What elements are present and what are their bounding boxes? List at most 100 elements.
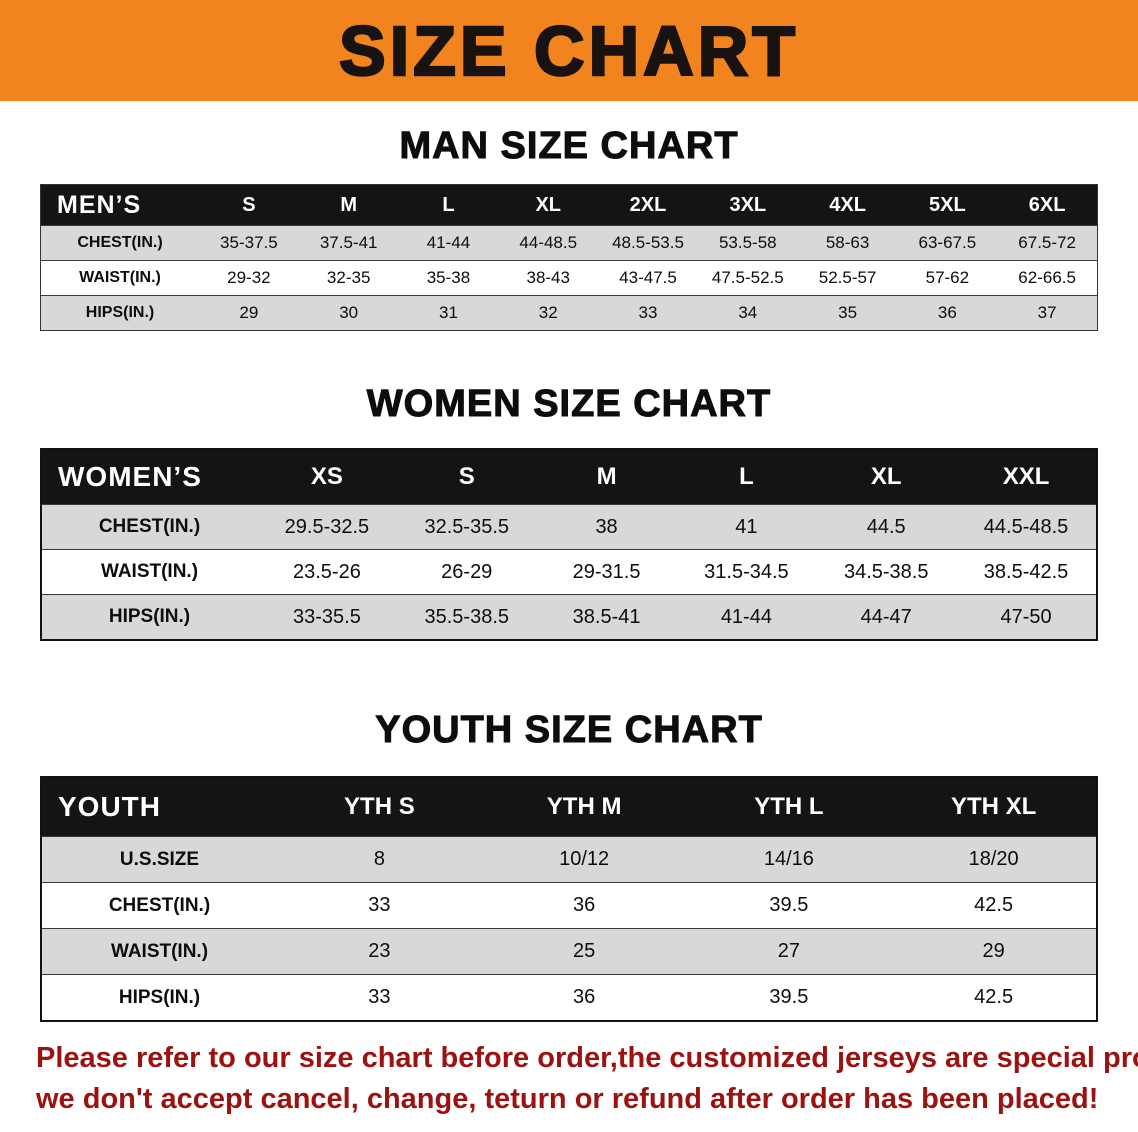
table-row: CHEST(IN.) 29.5-32.5 32.5-35.5 38 41 44.5 44.5…	[42, 504, 1096, 549]
size-cell: 62-66.5	[1018, 268, 1076, 287]
size-cell: 31	[438, 303, 458, 322]
size-cell: 32.5-35.5	[424, 515, 509, 538]
size-cell: 33	[368, 894, 391, 916]
column-header: XL	[535, 193, 562, 216]
size-cell: 29-32	[227, 268, 271, 287]
size-cell: 63-67.5	[918, 233, 977, 252]
size-cell: 32	[538, 303, 558, 322]
row-label: WAIST(IN.)	[110, 940, 209, 962]
column-header: YTH XL	[950, 793, 1037, 820]
column-header: XXL	[1002, 463, 1050, 490]
table-corner-label: MEN’S	[57, 190, 142, 219]
women-size-table: WOMEN’S XS S M L XL XXL CHEST(IN.) 29.5-32.5 32.5…	[40, 448, 1098, 641]
youth-size-table: YOUTH YTH S YTH M YTH L YTH XL U.S.SIZE 8 10/12…	[40, 776, 1098, 1022]
size-cell: 44-48.5	[519, 233, 578, 252]
table-row: WAIST(IN.) 23 25 27 29	[42, 928, 1096, 974]
size-cell: 35	[838, 303, 858, 322]
size-cell: 30	[339, 303, 359, 322]
size-cell: 10/12	[559, 848, 610, 870]
size-cell: 29.5-32.5	[284, 515, 370, 538]
row-label: U.S.SIZE	[119, 848, 200, 870]
table-row: WAIST(IN.) 29-32 32-35 35-38 38-43 43-47.5 47.…	[41, 260, 1097, 295]
size-cell: 14/16	[763, 848, 814, 870]
size-cell: 53.5-58	[718, 233, 777, 252]
table-row: HIPS(IN.) 33 36 39.5 42.5	[42, 974, 1096, 1020]
column-header: 2XL	[629, 193, 667, 216]
column-header: XS	[310, 463, 343, 490]
table-row: CHEST(IN.) 35-37.5 37.5-41 41-44 44-48.5 48.5…	[41, 225, 1097, 260]
size-cell: 29	[982, 940, 1005, 962]
size-cell: 52.5-57	[818, 268, 877, 287]
size-cell: 38.5-41	[572, 605, 641, 628]
size-cell: 42.5	[974, 986, 1014, 1008]
size-cell: 41-44	[720, 605, 772, 628]
row-label: HIPS(IN.)	[108, 606, 191, 627]
table-corner-label: WOMEN’S	[58, 461, 202, 492]
banner-title: SIZE CHART	[338, 11, 799, 90]
size-cell: 35-37.5	[220, 233, 278, 252]
size-cell: 36	[573, 986, 596, 1008]
size-cell: 32-35	[326, 268, 371, 287]
youth-size-chart-heading: YOUTH SIZE CHART	[375, 709, 763, 752]
size-cell: 25	[573, 940, 596, 962]
table-header-row: YOUTH YTH S YTH M YTH L YTH XL	[42, 778, 1096, 836]
size-cell: 38-43	[526, 268, 570, 287]
size-cell: 43-47.5	[619, 268, 677, 287]
column-header: XL	[870, 463, 902, 490]
table-row: CHEST(IN.) 33 36 39.5 42.5	[42, 882, 1096, 928]
size-cell: 37	[1037, 303, 1057, 322]
size-cell: 38.5-42.5	[983, 560, 1069, 583]
size-cell: 18/20	[968, 848, 1019, 870]
column-header: 3XL	[729, 193, 767, 216]
row-label: HIPS(IN.)	[85, 304, 155, 321]
row-label: CHEST(IN.)	[77, 234, 163, 251]
column-header: YTH M	[546, 793, 622, 820]
table-row: WAIST(IN.) 23.5-26 26-29 29-31.5 31.5-34.5 34…	[42, 549, 1096, 594]
size-cell: 41	[735, 515, 758, 538]
size-cell: 31.5-34.5	[704, 560, 789, 583]
size-cell: 35.5-38.5	[424, 605, 509, 628]
size-cell: 48.5-53.5	[612, 233, 684, 252]
footer-note: Please refer to our size chart before or…	[0, 1038, 1138, 1119]
size-cell: 47.5-52.5	[711, 268, 784, 287]
size-cell: 37.5-41	[319, 233, 378, 252]
size-cell: 67.5-72	[1018, 233, 1076, 252]
footer-line-1: Please refer to our size chart before or…	[36, 1042, 1138, 1074]
size-cell: 39.5	[769, 986, 809, 1008]
women-size-chart-heading: WOMEN SIZE CHART	[366, 383, 772, 426]
row-label: WAIST(IN.)	[79, 269, 161, 286]
size-cell: 36	[573, 894, 596, 916]
size-cell: 29	[239, 303, 259, 322]
size-cell: 33	[638, 303, 658, 322]
size-cell: 42.5	[974, 894, 1014, 916]
size-cell: 36	[937, 303, 957, 322]
column-header: 4XL	[829, 193, 866, 216]
size-cell: 33-35.5	[292, 605, 361, 628]
column-header: L	[739, 463, 754, 490]
table-row: HIPS(IN.) 33-35.5 35.5-38.5 38.5-41 41-44 44-…	[42, 594, 1096, 639]
row-label: CHEST(IN.)	[98, 516, 201, 537]
man-size-chart-heading: MAN SIZE CHART	[399, 125, 739, 168]
size-cell: 34.5-38.5	[843, 560, 929, 583]
size-cell: 38	[595, 515, 618, 538]
size-cell: 57-62	[925, 268, 970, 287]
column-header: 6XL	[1028, 193, 1066, 216]
table-corner-label: YOUTH	[58, 791, 161, 822]
men-size-table: MEN’S S M L XL 2XL 3XL 4XL 5XL 6XL CHEST(IN.) 35-37…	[40, 184, 1098, 331]
size-cell: 26-29	[441, 560, 493, 583]
size-cell: 58-63	[825, 233, 870, 252]
size-cell: 23	[368, 940, 391, 962]
row-label: CHEST(IN.)	[108, 894, 211, 916]
size-cell: 47-50	[1000, 605, 1052, 628]
column-header: M	[340, 193, 357, 216]
size-cell: 39.5	[769, 894, 809, 916]
size-cell: 44-47	[860, 605, 912, 628]
row-label: HIPS(IN.)	[118, 986, 201, 1008]
column-header: YTH L	[754, 793, 824, 820]
row-label: WAIST(IN.)	[100, 561, 199, 582]
table-row: HIPS(IN.) 29 30 31 32 33 34 35 36 37	[41, 295, 1097, 330]
size-cell: 33	[368, 986, 391, 1008]
size-cell: 29-31.5	[572, 560, 641, 583]
table-header-row: WOMEN’S XS S M L XL XXL	[42, 450, 1096, 504]
size-cell: 41-44	[426, 233, 471, 252]
